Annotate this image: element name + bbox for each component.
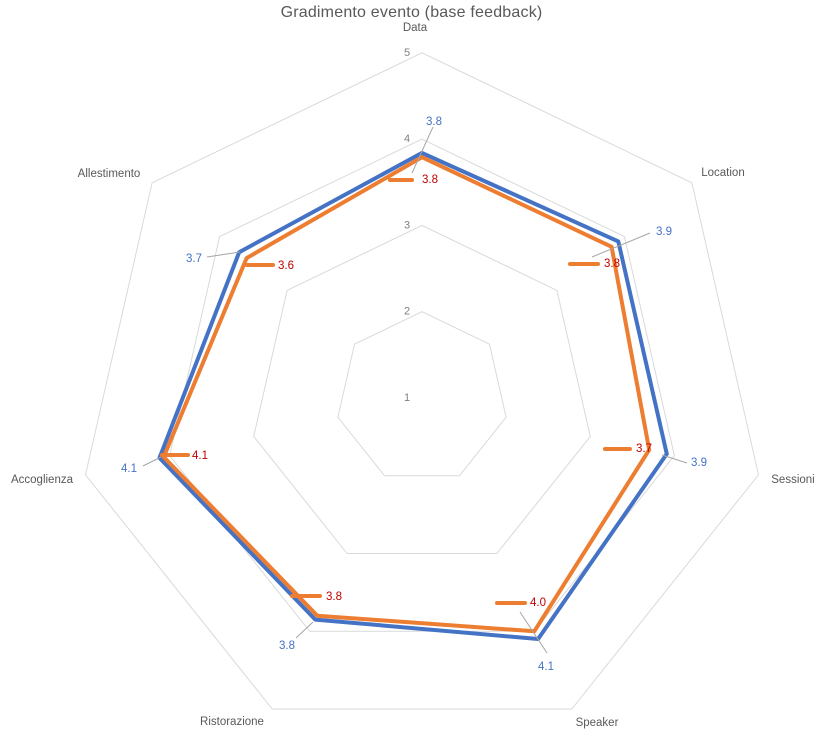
data-label-s1-data: 3.8 — [426, 116, 442, 128]
label-leader-line — [295, 621, 314, 639]
axis-label-sessioni: Sessioni — [771, 474, 814, 486]
data-label-s1-speaker: 4.1 — [538, 661, 554, 673]
data-label-s2-speaker: 4.0 — [530, 597, 546, 609]
grid-ring-4 — [169, 138, 675, 632]
series-line-1 — [157, 150, 669, 641]
data-label-s1-accoglienza: 4.1 — [121, 463, 137, 475]
data-label-s1-location: 3.9 — [656, 226, 672, 238]
chart-title: Gradimento evento (base feedback) — [280, 4, 543, 21]
data-label-s1-ristorazione: 3.8 — [279, 640, 295, 652]
axis-label-data: Data — [403, 22, 428, 34]
radial-tick-label-3: 3 — [404, 219, 410, 231]
label-leader-line — [661, 454, 688, 464]
data-label-s2-data: 3.8 — [422, 174, 438, 186]
radial-tick-label-2: 2 — [404, 306, 410, 318]
data-label-s2-location: 3.8 — [604, 258, 620, 270]
label-leader-line — [519, 611, 548, 654]
label-leader-line — [142, 456, 162, 467]
axis-label-speaker: Speaker — [576, 717, 619, 729]
axis-label-location: Location — [701, 167, 744, 179]
axis-label-allestimento: Allestimento — [78, 168, 141, 180]
data-label-s2-ristorazione: 3.8 — [326, 591, 342, 603]
data-label-s1-allestimento: 3.7 — [186, 253, 202, 265]
label-leader-line — [591, 232, 651, 258]
axis-label-accoglienza: Accoglienza — [11, 474, 74, 486]
radial-tick-label-4: 4 — [404, 133, 410, 145]
data-label-s2-sessioni: 3.7 — [636, 443, 652, 455]
grid-ring-5 — [85, 52, 759, 710]
data-label-s2-accoglienza: 4.1 — [192, 450, 208, 462]
grid-ring-3 — [253, 224, 591, 554]
series-line-2 — [161, 155, 652, 634]
label-leader-line — [206, 251, 241, 258]
radial-tick-label-5: 5 — [404, 47, 410, 59]
radial-tick-label-1: 1 — [404, 392, 410, 404]
label-leader-line — [411, 126, 434, 174]
data-label-s1-sessioni: 3.9 — [691, 457, 707, 469]
grid-ring-2 — [337, 311, 507, 477]
axis-label-ristorazione: Ristorazione — [200, 716, 264, 728]
data-label-s2-allestimento: 3.6 — [278, 260, 294, 272]
